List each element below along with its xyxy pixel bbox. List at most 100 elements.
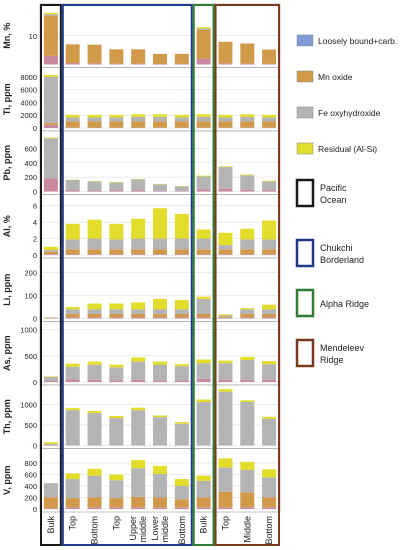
bar-fe — [196, 28, 211, 30]
bar-fe — [87, 117, 102, 122]
bar-loose — [218, 63, 233, 65]
tick-label: 0 — [33, 315, 37, 324]
chart-legend: Loosely bound+carb. Mn oxide Fe oxyhydroxi… — [295, 34, 397, 368]
bar-mn — [262, 497, 277, 508]
tick-label: 200 — [24, 494, 37, 503]
legend-group-label: Ridge — [320, 355, 344, 365]
bar-fe — [262, 364, 277, 380]
bar-loose — [174, 63, 189, 65]
tick-label: 4000 — [20, 98, 37, 107]
bar-residual — [262, 304, 277, 310]
bar-mn — [109, 249, 124, 255]
bar-mn — [87, 44, 102, 64]
bar-loose — [131, 254, 146, 255]
bar-residual — [218, 389, 233, 392]
bar-mn — [65, 121, 80, 128]
bar-loose — [262, 317, 277, 319]
bar-residual — [87, 219, 102, 239]
bar-loose — [153, 254, 167, 255]
bar-residual — [153, 208, 167, 239]
bar-mn — [174, 313, 189, 318]
bar-residual — [153, 465, 167, 474]
bar-fe — [43, 250, 58, 252]
legend-label: Fe oxyhydroxide — [318, 108, 381, 118]
bar-fe — [43, 76, 58, 123]
bar-fe — [87, 309, 102, 314]
legend-swatch — [296, 106, 314, 119]
bar-mn — [240, 313, 255, 318]
bar-fe — [131, 361, 146, 380]
bar-mn — [240, 121, 255, 128]
bar-fe — [109, 367, 124, 381]
bar-loose — [240, 379, 255, 382]
bar-mn — [240, 249, 255, 255]
bar-fe — [131, 116, 146, 122]
tick-label: 0 — [33, 188, 37, 197]
bar-residual — [262, 180, 277, 182]
legend-group-label: Borderland — [320, 255, 364, 265]
bar-loose — [218, 317, 233, 319]
bar-fe — [109, 309, 124, 314]
tick-label: 200 — [24, 173, 37, 182]
panel-2: 600 400 200 0 Pb, ppm — [2, 130, 281, 197]
bar-loose — [196, 189, 211, 192]
bar-residual — [240, 308, 255, 310]
bar-residual — [240, 114, 255, 117]
y-axis-label: Mn, % — [2, 23, 12, 49]
bar-fe — [43, 443, 58, 446]
x-tick-label: Bulk — [46, 516, 56, 534]
bar-fe — [87, 475, 102, 498]
bar-fe — [65, 180, 80, 191]
bar-loose — [131, 507, 146, 509]
bar-residual — [153, 298, 167, 310]
bar-residual — [196, 475, 211, 481]
bar-loose — [109, 507, 124, 509]
bar-fe — [240, 116, 255, 122]
bar-residual — [196, 229, 211, 239]
bar-fe — [218, 391, 233, 446]
bar-fe — [196, 238, 211, 250]
tick-label: 600 — [24, 144, 37, 153]
bar-fe — [109, 239, 124, 250]
bar-fe — [153, 309, 167, 314]
bar-mn — [262, 49, 277, 64]
bar-mn — [196, 249, 211, 255]
bar-fe — [218, 315, 233, 317]
bar-fe — [240, 309, 255, 314]
bar-fe — [196, 480, 211, 498]
bar-fe — [109, 417, 124, 446]
bar-residual — [131, 407, 146, 411]
tick-label: 1000 — [20, 326, 37, 335]
bar-loose — [43, 254, 58, 255]
bar-residual — [65, 307, 80, 310]
legend-label: Loosely bound+carb. — [318, 36, 397, 46]
tick-label: 0 — [33, 124, 37, 133]
bar-fe — [174, 486, 189, 500]
x-tick-label: Top — [111, 516, 121, 531]
legend-group-label: Alpha Ridge — [320, 299, 369, 309]
bar-loose — [87, 507, 102, 509]
bar-fe — [262, 477, 277, 498]
tick-label: 500 — [24, 352, 37, 361]
bar-fe — [218, 167, 233, 189]
bar-loose — [153, 380, 167, 382]
bar-residual — [131, 114, 146, 117]
bar-residual — [65, 408, 80, 411]
x-tick-label: Upper — [128, 516, 138, 541]
bar-loose — [196, 58, 211, 65]
bar-residual — [131, 357, 146, 362]
bar-fe — [131, 179, 146, 191]
bar-mn — [65, 498, 80, 508]
bar-mn — [153, 313, 167, 318]
bar-fe — [43, 14, 58, 16]
tick-label: 6 — [33, 202, 37, 211]
bar-fe — [240, 401, 255, 446]
bar-residual — [65, 473, 80, 480]
bar-mn — [196, 30, 211, 59]
bar-fe — [109, 117, 124, 122]
group-frame-2 — [192, 4, 215, 546]
y-axis-label: Al, % — [2, 215, 12, 237]
bar-loose — [174, 190, 189, 192]
bar-mn — [196, 313, 211, 318]
bar-loose — [65, 379, 80, 382]
